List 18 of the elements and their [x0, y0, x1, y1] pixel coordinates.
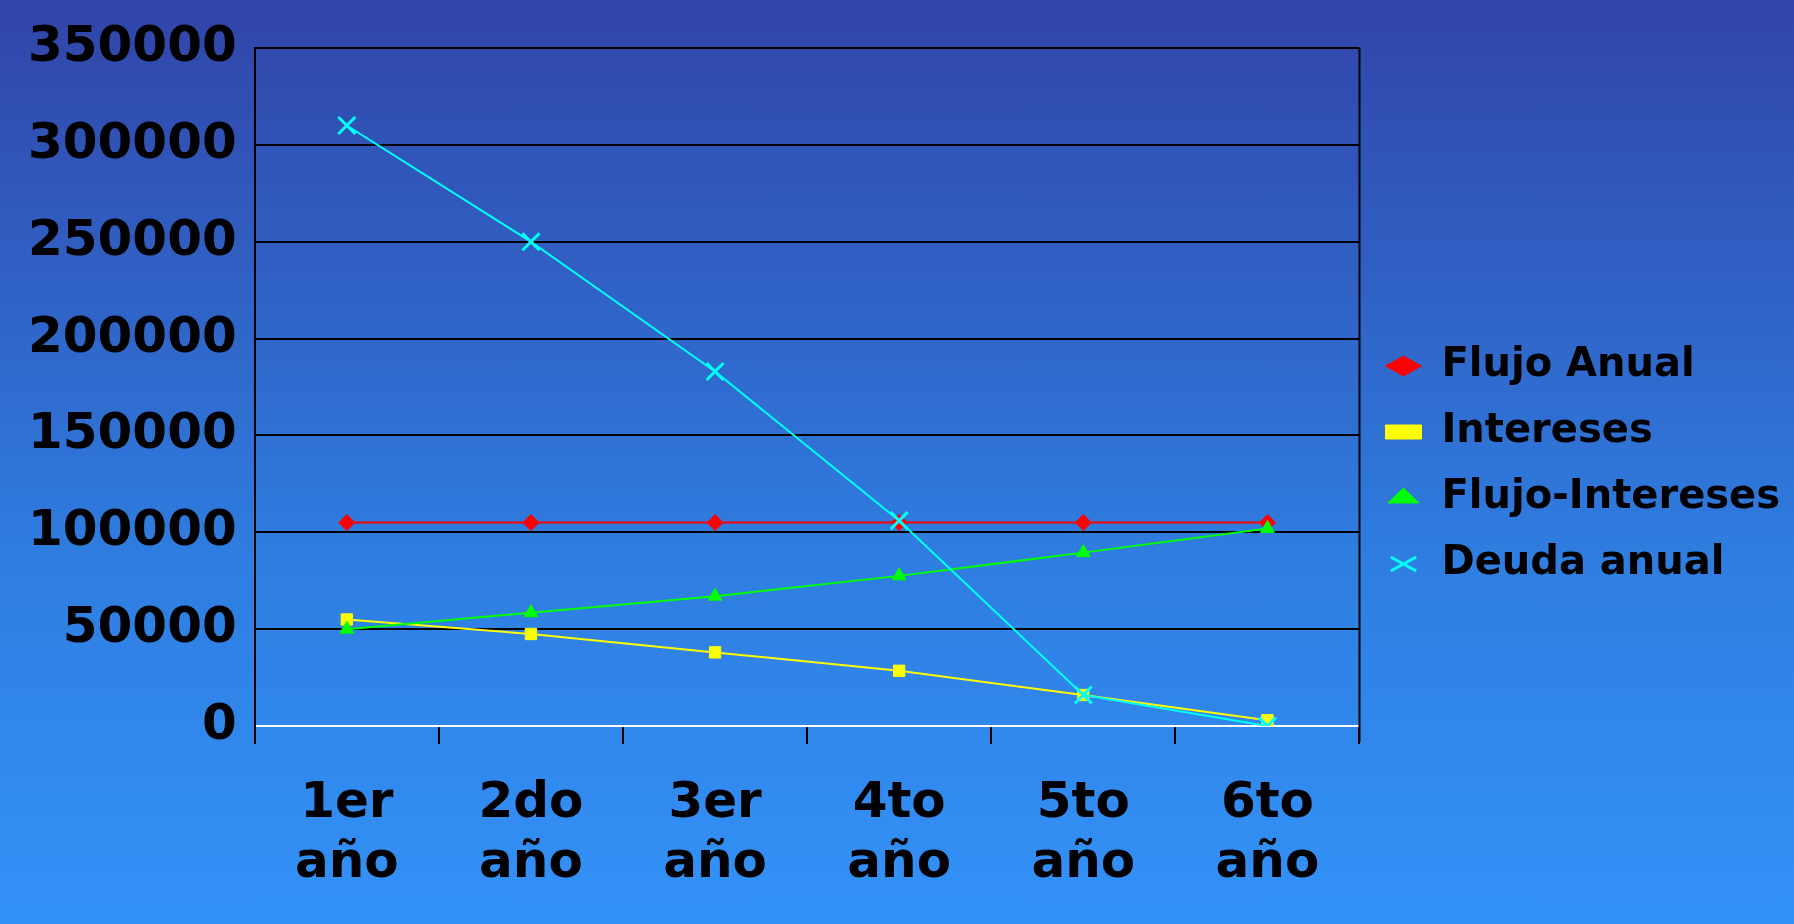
x-tick-label: 3er año — [663, 770, 767, 889]
legend-label: Flujo-Intereses — [1441, 471, 1780, 518]
y-tick-label: 200000 — [27, 305, 237, 364]
y-tick-label: 350000 — [27, 14, 237, 73]
x-tick-label: 4to año — [847, 770, 952, 889]
y-tick-label: 0 — [201, 692, 237, 751]
x-tick-label: 1er año — [294, 770, 399, 889]
x-tick-label: 2do año — [478, 770, 584, 889]
y-tick-label: 300000 — [27, 111, 237, 170]
y-tick-label: 250000 — [27, 208, 237, 267]
legend-label: Intereses — [1441, 405, 1653, 452]
x-tick-label: 5to año — [1031, 770, 1136, 889]
y-tick-label: 100000 — [27, 499, 237, 558]
y-tick-label: 150000 — [27, 402, 237, 461]
legend-label: Deuda anual — [1441, 537, 1725, 584]
y-tick-label: 50000 — [62, 596, 237, 655]
x-tick-label: 6to año — [1215, 770, 1320, 889]
legend-label: Flujo Anual — [1441, 339, 1695, 386]
